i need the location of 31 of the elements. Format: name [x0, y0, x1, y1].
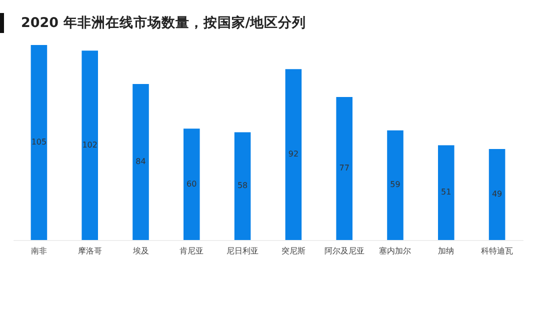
- x-tick-label: 埃及: [132, 246, 149, 256]
- data-label: 49: [492, 190, 502, 198]
- data-label: 60: [186, 179, 197, 188]
- bar: [132, 84, 149, 240]
- data-label: 92: [288, 150, 299, 159]
- bar: [234, 132, 251, 240]
- bar: [184, 128, 200, 240]
- data-label: 105: [31, 138, 47, 146]
- bar: [30, 45, 48, 240]
- bar: [82, 50, 98, 240]
- x-tick-label: 加纳: [438, 246, 454, 256]
- data-label: 84: [136, 157, 146, 166]
- bar: [488, 149, 506, 240]
- x-tick-label: 塞内加尔: [379, 246, 412, 256]
- data-label: 58: [237, 181, 248, 190]
- x-tick-label: 肯尼亚: [180, 246, 204, 256]
- bar: [285, 69, 302, 240]
- x-tick-label: 摩洛哥: [78, 246, 102, 256]
- data-label: 77: [339, 164, 350, 172]
- data-label: 59: [390, 180, 400, 190]
- x-tick-label: 科特迪瓦: [481, 246, 514, 256]
- x-tick-label: 突尼斯: [281, 246, 306, 256]
- bar: [336, 97, 352, 240]
- bar: [438, 145, 454, 240]
- chart-title: 2020 年非洲在线市场数量，按国家/地区分列: [21, 14, 306, 32]
- bar: [387, 130, 404, 240]
- x-tick-label: 尼日利亚: [226, 246, 259, 256]
- data-label: 102: [82, 140, 98, 150]
- data-label: 51: [441, 188, 452, 197]
- x-tick-label: 阿尔及尼亚: [324, 246, 364, 256]
- x-tick-label: 南非: [30, 246, 47, 256]
